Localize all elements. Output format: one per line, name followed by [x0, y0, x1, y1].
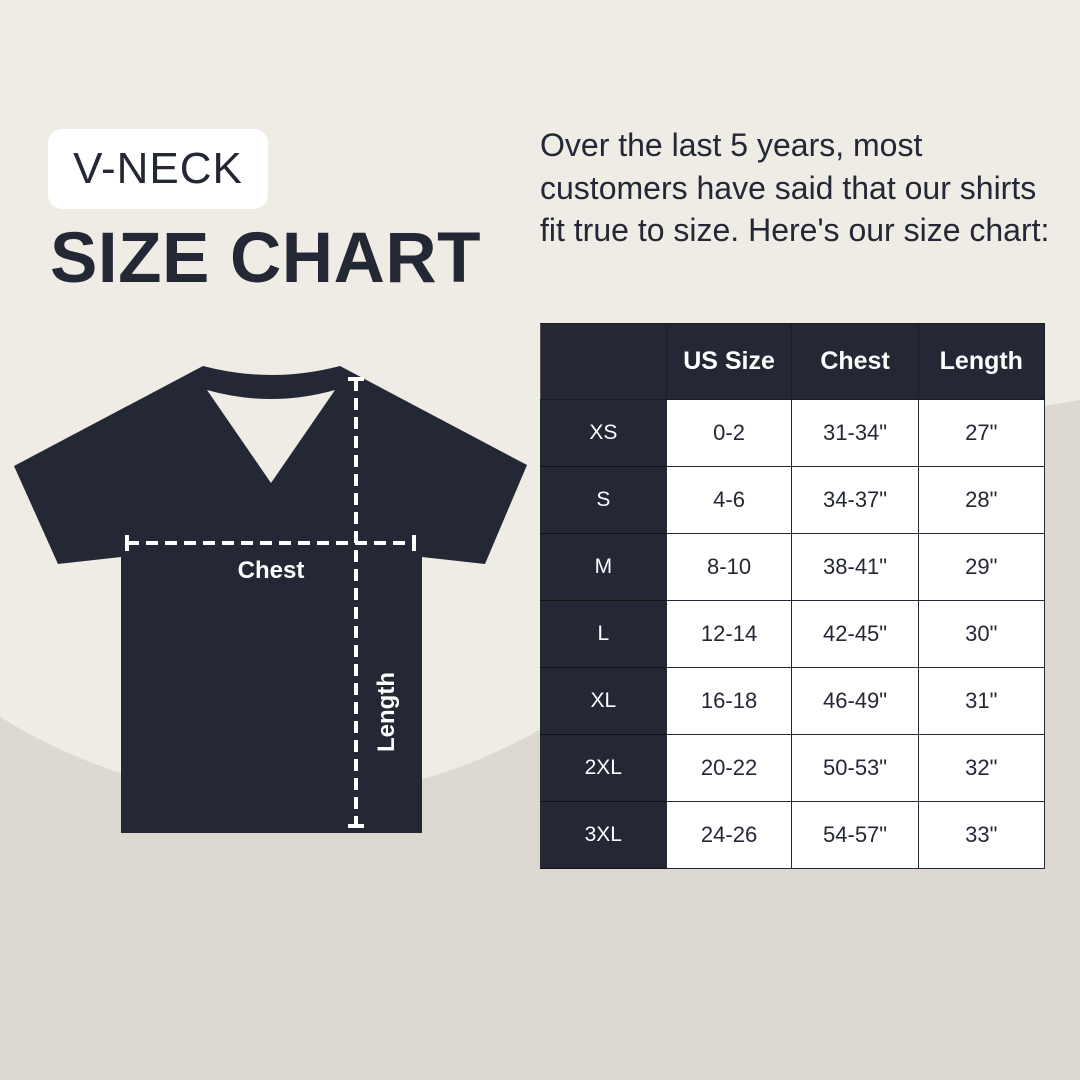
- cell-size: S: [540, 466, 667, 534]
- cell-chest: 38-41": [791, 533, 919, 601]
- cell-size: L: [540, 600, 667, 668]
- table-row: XS 0-2 31-34" 27": [540, 399, 1046, 467]
- cell-chest: 42-45": [791, 600, 919, 668]
- cell-size: XL: [540, 667, 667, 735]
- table-header-row: US Size Chest Length: [540, 323, 1046, 400]
- cell-length: 29": [917, 533, 1046, 601]
- cell-us-size: 8-10: [665, 533, 793, 601]
- table-row: S 4-6 34-37" 28": [540, 466, 1046, 534]
- v-neck-cutout: [207, 390, 335, 483]
- column-header: US Size: [665, 323, 793, 400]
- column-header: [540, 323, 667, 400]
- cell-length: 28": [917, 466, 1046, 534]
- chest-measure-line: [125, 535, 416, 551]
- style-label: V-NECK: [73, 144, 243, 193]
- length-label: Length: [373, 672, 400, 752]
- cell-size: XS: [540, 399, 667, 467]
- cell-length: 32": [917, 734, 1046, 802]
- cell-size: M: [540, 533, 667, 601]
- column-header: Chest: [791, 323, 919, 400]
- page-title: SIZE CHART: [50, 219, 481, 298]
- cell-us-size: 24-26: [665, 801, 793, 869]
- table-row: 2XL 20-22 50-53" 32": [540, 734, 1046, 802]
- cell-us-size: 4-6: [665, 466, 793, 534]
- shirt-silhouette: [14, 366, 527, 833]
- cell-size: 2XL: [540, 734, 667, 802]
- cell-chest: 31-34": [791, 399, 919, 467]
- cell-size: 3XL: [540, 801, 667, 869]
- length-measure-line: [348, 377, 364, 828]
- table-row: L 12-14 42-45" 30": [540, 600, 1046, 668]
- style-badge: V-NECK: [48, 129, 268, 209]
- cell-length: 27": [917, 399, 1046, 467]
- cell-us-size: 0-2: [665, 399, 793, 467]
- table-row: 3XL 24-26 54-57" 33": [540, 801, 1046, 869]
- cell-chest: 54-57": [791, 801, 919, 869]
- cell-length: 31": [917, 667, 1046, 735]
- column-header: Length: [917, 323, 1046, 400]
- table-row: M 8-10 38-41" 29": [540, 533, 1046, 601]
- cell-us-size: 16-18: [665, 667, 793, 735]
- cell-us-size: 20-22: [665, 734, 793, 802]
- cell-chest: 46-49": [791, 667, 919, 735]
- cell-chest: 34-37": [791, 466, 919, 534]
- description: Over the last 5 years, most customers ha…: [540, 127, 1050, 248]
- cell-length: 33": [917, 801, 1046, 869]
- chest-label: Chest: [238, 557, 305, 584]
- table-row: XL 16-18 46-49" 31": [540, 667, 1046, 735]
- cell-chest: 50-53": [791, 734, 919, 802]
- vneck-shirt-diagram: Chest Length: [14, 366, 527, 833]
- size-table: US Size Chest Length XS 0-2 31-34" 27" S 4-6 3…: [540, 323, 1046, 869]
- cell-length: 30": [917, 600, 1046, 668]
- cell-us-size: 12-14: [665, 600, 793, 668]
